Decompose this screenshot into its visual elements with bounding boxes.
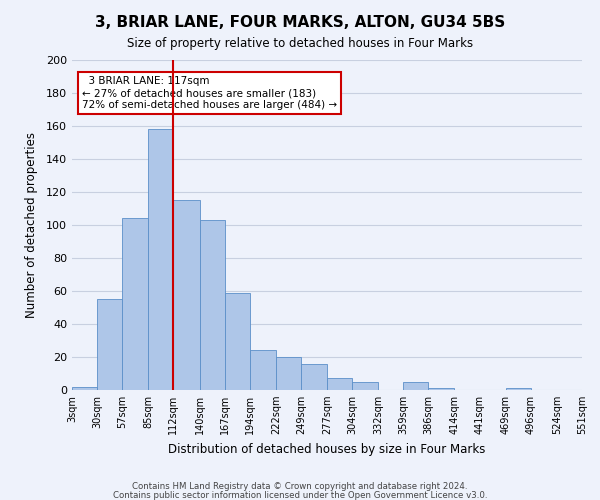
Text: 3 BRIAR LANE: 117sqm  
← 27% of detached houses are smaller (183)
72% of semi-de: 3 BRIAR LANE: 117sqm ← 27% of detached h… (82, 76, 337, 110)
Text: Contains HM Land Registry data © Crown copyright and database right 2024.: Contains HM Land Registry data © Crown c… (132, 482, 468, 491)
Bar (352, 382, 378, 390)
Bar (250, 350, 276, 390)
Text: 3, BRIAR LANE, FOUR MARKS, ALTON, GU34 5BS: 3, BRIAR LANE, FOUR MARKS, ALTON, GU34 5… (95, 15, 505, 30)
Bar (327, 378, 352, 390)
Bar (428, 388, 455, 390)
Y-axis label: Number of detached properties: Number of detached properties (25, 132, 38, 318)
Bar (199, 220, 224, 390)
Bar (122, 218, 148, 390)
Bar (403, 382, 428, 390)
Bar (148, 130, 173, 390)
Bar (97, 299, 122, 390)
Bar (72, 386, 97, 390)
Bar (506, 388, 531, 390)
Bar (276, 357, 301, 390)
Text: Contains public sector information licensed under the Open Government Licence v3: Contains public sector information licen… (113, 490, 487, 500)
Text: Size of property relative to detached houses in Four Marks: Size of property relative to detached ho… (127, 38, 473, 51)
Bar (301, 364, 327, 390)
Bar (224, 292, 250, 390)
Bar (173, 200, 199, 390)
X-axis label: Distribution of detached houses by size in Four Marks: Distribution of detached houses by size … (169, 442, 485, 456)
